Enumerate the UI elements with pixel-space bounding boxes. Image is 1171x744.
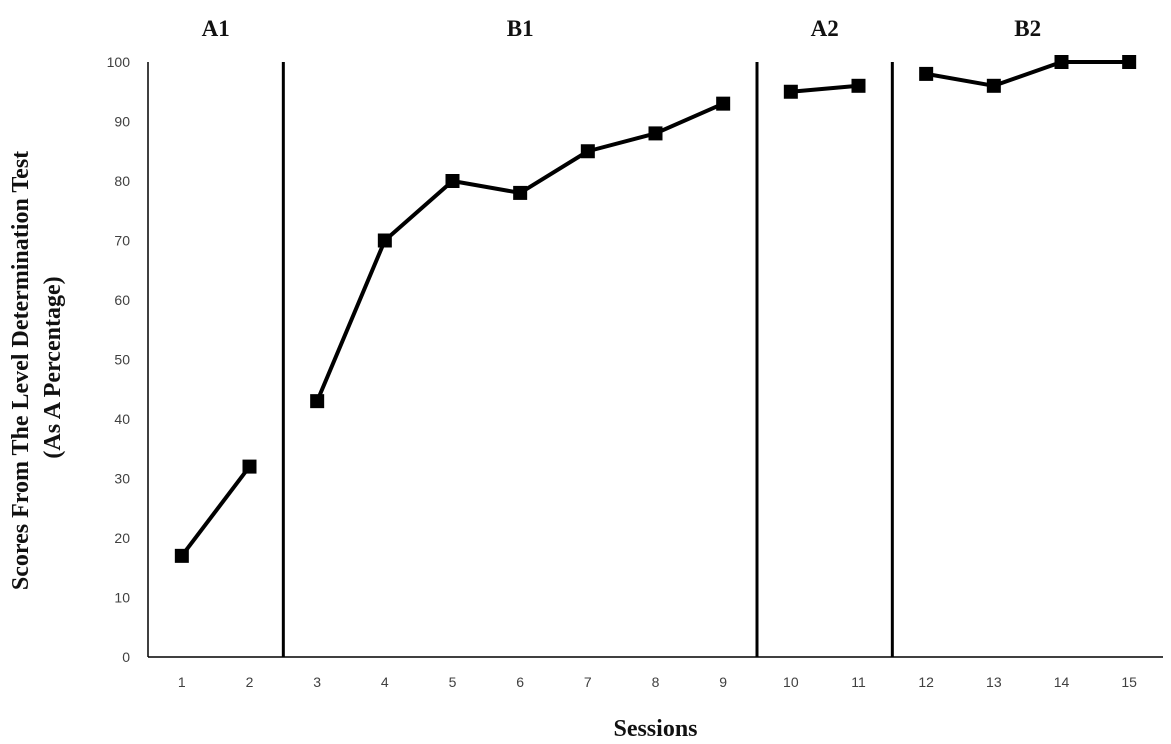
phase-labels: A1 B1 A2 B2 xyxy=(202,16,1041,41)
y-tick-label: 100 xyxy=(107,54,131,70)
data-point-marker xyxy=(513,185,528,200)
phase-change-lines xyxy=(281,62,894,657)
x-tick-label: 9 xyxy=(719,674,727,690)
data-point-marker xyxy=(445,174,460,188)
data-point-marker xyxy=(648,126,663,141)
y-tick-label: 20 xyxy=(114,530,130,546)
x-tick-label: 1 xyxy=(178,674,186,690)
series-line-b2 xyxy=(925,60,1130,88)
data-point-marker xyxy=(1122,55,1137,69)
x-tick-labels: 1 2 3 4 5 6 7 8 9 10 11 12 13 14 15 xyxy=(178,674,1137,690)
data-point-marker xyxy=(716,96,731,111)
y-axis-title-line-2: (As A Percentage) xyxy=(40,276,66,458)
y-tick-label: 30 xyxy=(114,471,130,487)
x-tick-label: 4 xyxy=(381,674,389,690)
y-tick-label: 90 xyxy=(114,114,130,130)
data-point-marker xyxy=(174,548,189,563)
phase-label: A1 xyxy=(202,16,230,41)
x-tick-label: 5 xyxy=(449,674,457,690)
x-tick-label: 7 xyxy=(584,674,592,690)
data-point-marker xyxy=(986,78,1001,93)
phase-label: B2 xyxy=(1014,16,1041,41)
data-point-marker xyxy=(310,394,325,409)
data-point-marker xyxy=(580,144,595,159)
data-point-marker xyxy=(783,84,798,99)
x-tick-label: 10 xyxy=(783,674,799,690)
x-tick-label: 8 xyxy=(652,674,660,690)
y-tick-label: 60 xyxy=(114,292,130,308)
data-point-marker xyxy=(919,66,934,81)
x-tick-label: 13 xyxy=(986,674,1002,690)
data-point-marker xyxy=(851,78,866,93)
x-tick-label: 14 xyxy=(1054,674,1070,690)
data-point-marker xyxy=(242,459,257,474)
y-tick-labels: 0 10 20 30 40 50 60 70 80 90 100 xyxy=(107,54,131,665)
y-axis-title: Scores From The Level Determination Test… xyxy=(8,145,66,590)
x-tick-label: 11 xyxy=(851,674,866,690)
series-line-b1 xyxy=(315,101,724,402)
data-point-marker xyxy=(1054,55,1069,69)
series-line-a1 xyxy=(180,465,252,558)
y-axis-title-line-1: Scores From The Level Determination Test xyxy=(8,151,34,590)
x-tick-label: 3 xyxy=(313,674,321,690)
x-tick-label: 6 xyxy=(516,674,524,690)
y-tick-label: 70 xyxy=(114,233,130,249)
data-point-marker xyxy=(377,233,392,248)
y-tick-label: 80 xyxy=(114,173,130,189)
y-tick-label: 50 xyxy=(114,352,130,368)
x-tick-label: 12 xyxy=(918,674,934,690)
x-tick-label: 2 xyxy=(246,674,254,690)
data-series xyxy=(174,55,1137,563)
y-tick-label: 40 xyxy=(114,411,130,427)
x-axis-title: Sessions xyxy=(613,716,697,742)
y-tick-label: 10 xyxy=(114,590,130,606)
series-line-a2 xyxy=(790,83,859,94)
phase-label: B1 xyxy=(507,16,534,41)
phase-label: A2 xyxy=(811,16,839,41)
x-tick-label: 15 xyxy=(1121,674,1137,690)
y-tick-label: 0 xyxy=(122,649,130,665)
